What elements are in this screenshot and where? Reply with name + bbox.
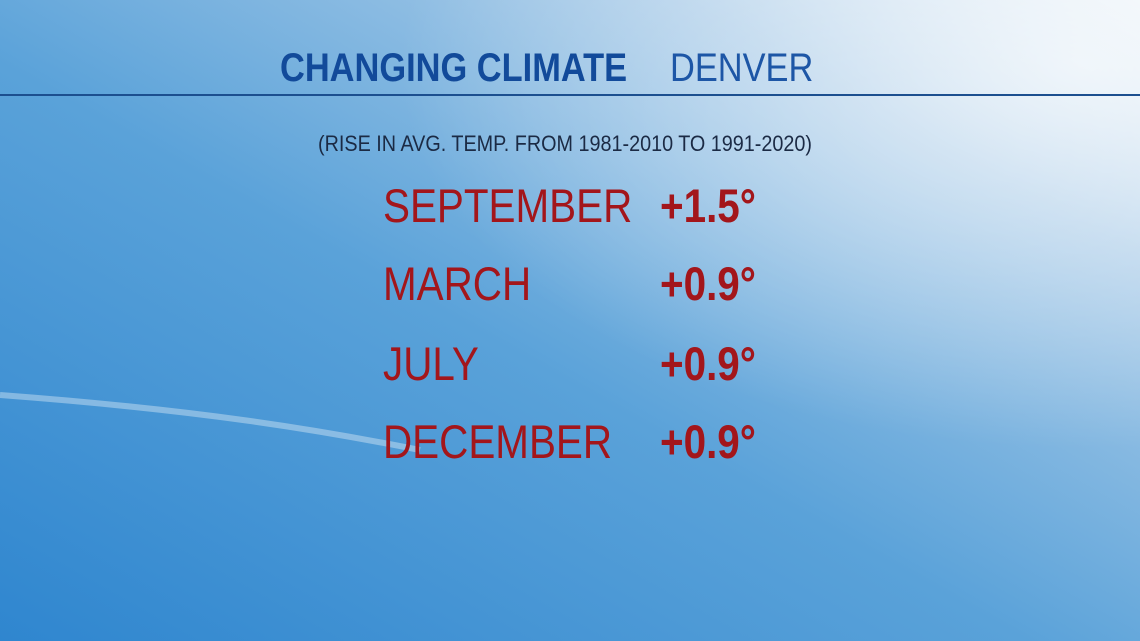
month-wrap: MARCH — [383, 258, 531, 311]
value-wrap: +1.5° — [660, 180, 756, 233]
temperature-rise: +0.9° — [660, 338, 756, 391]
value-wrap: +0.9° — [660, 338, 756, 391]
month: DECEMBER — [383, 416, 612, 469]
month-wrap: DECEMBER — [383, 416, 612, 469]
contrail — [0, 392, 421, 453]
temperature-rise: +1.5° — [660, 180, 756, 233]
month-wrap: JULY — [383, 338, 479, 391]
rows: SEPTEMBER +1.5° MARCH +0.9° JULY +0.9° DECEMBE… — [383, 180, 756, 469]
month: MARCH — [383, 258, 531, 311]
temperature-rise: +0.9° — [660, 258, 756, 311]
month: JULY — [383, 338, 479, 391]
location: DENVER — [670, 45, 813, 90]
subtitle: (RISE IN AVG. TEMP. FROM 1981-2010 TO 19… — [318, 132, 812, 156]
month: SEPTEMBER — [383, 180, 632, 233]
value-wrap: +0.9° — [660, 258, 756, 311]
value-wrap: +0.9° — [660, 416, 756, 469]
title: CHANGING CLIMATE — [280, 45, 627, 90]
month-wrap: SEPTEMBER — [383, 180, 632, 233]
temperature-rise: +0.9° — [660, 416, 756, 469]
